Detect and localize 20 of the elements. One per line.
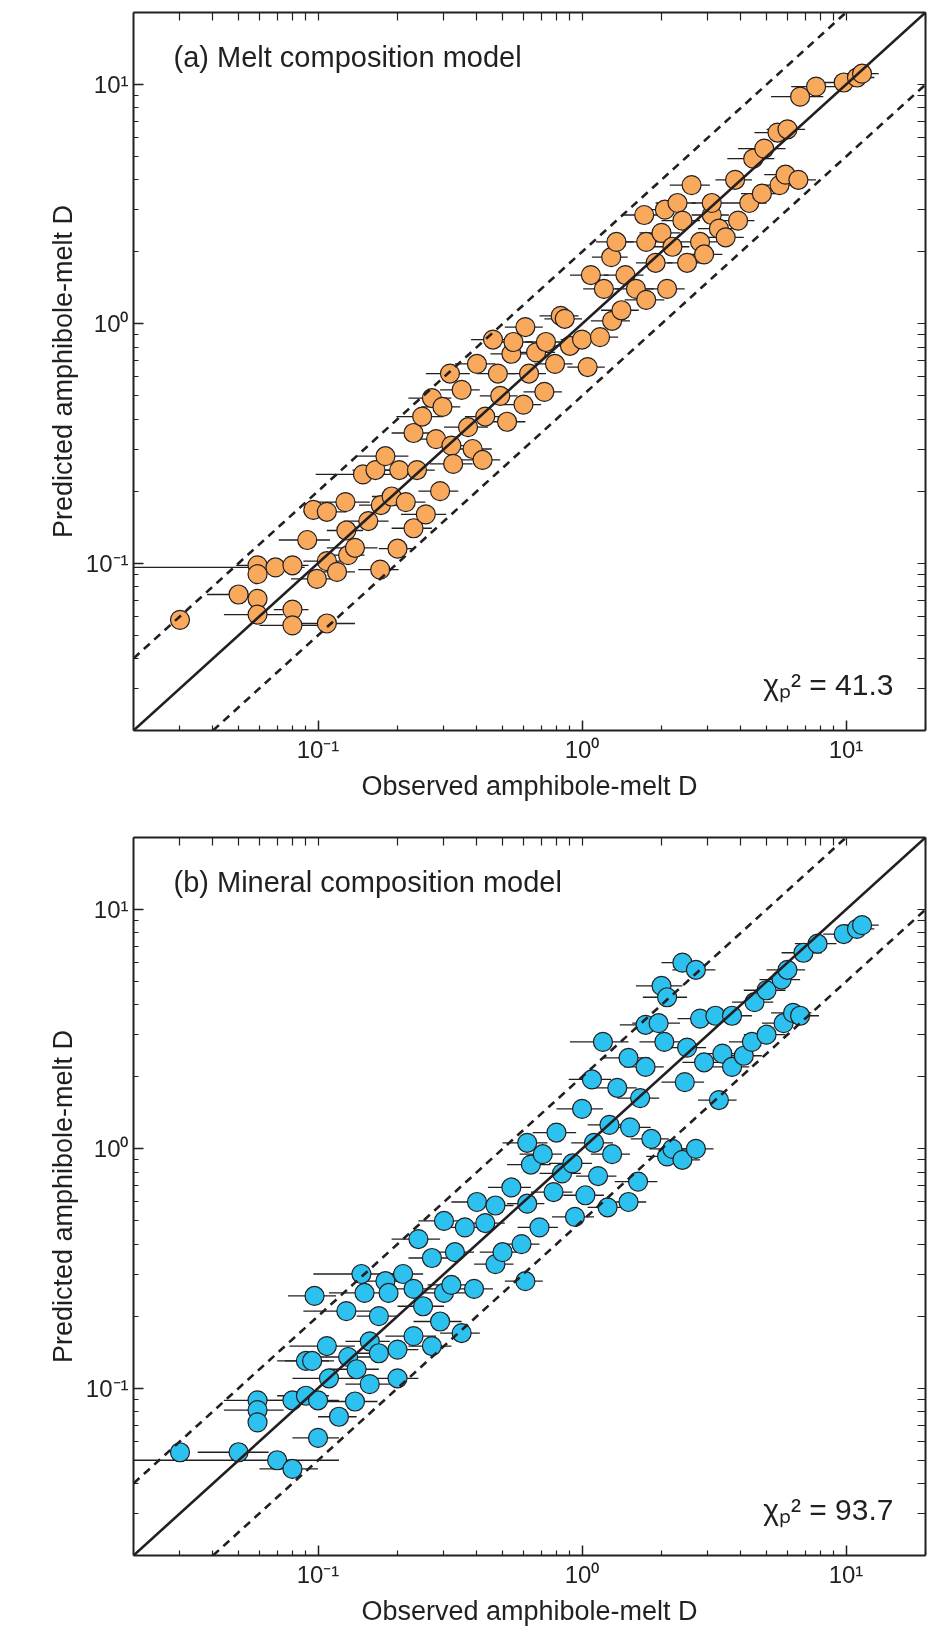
y-tick-label: 10⁰ xyxy=(93,310,129,338)
y-axis-title: Predicted amphibole-melt D xyxy=(47,1029,78,1364)
y-tick-label: 10⁻¹ xyxy=(85,1374,129,1402)
x-tick-label: 10¹ xyxy=(828,1560,864,1588)
text: (a) Melt composition model xyxy=(173,40,522,73)
y-axis-title: Predicted amphibole-melt D xyxy=(47,204,78,539)
x-tick-label: 10¹ xyxy=(828,735,864,763)
y-tick-label: 10¹ xyxy=(93,896,129,924)
annotation: χₚ² = 41.3 xyxy=(763,667,894,703)
annotation: χₚ² = 93.7 xyxy=(763,1492,894,1528)
x-axis-title: Observed amphibole-melt D xyxy=(361,1595,698,1626)
y-tick-label: 10⁻¹ xyxy=(85,549,129,577)
x-tick-label: 10⁻¹ xyxy=(296,1560,340,1588)
x-tick-label: 10⁻¹ xyxy=(296,735,340,763)
x-tick-label: 10⁰ xyxy=(564,735,600,763)
text: (b) Mineral composition model xyxy=(173,865,562,898)
x-axis-title: Observed amphibole-melt D xyxy=(361,770,698,801)
x-tick-label: 10⁰ xyxy=(564,1560,600,1588)
y-tick-label: 10⁰ xyxy=(93,1135,129,1163)
y-tick-label: 10¹ xyxy=(93,71,129,99)
